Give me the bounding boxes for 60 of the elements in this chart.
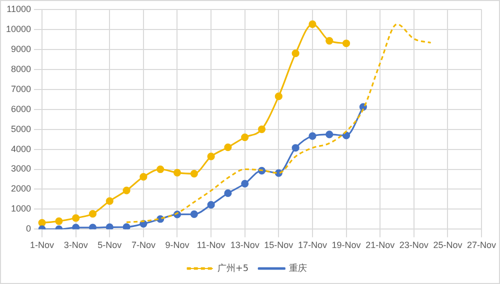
point — [106, 223, 114, 230]
point — [274, 92, 282, 100]
x-tick-label: 13-Nov — [230, 240, 260, 250]
y-tick-label: 3000 — [10, 164, 32, 174]
point — [72, 214, 80, 222]
y-tick-label: 0 — [26, 224, 32, 234]
y-tick-label: 5000 — [10, 124, 32, 134]
point — [156, 165, 164, 174]
x-tick-label: 23-Nov — [399, 240, 429, 250]
point — [308, 20, 316, 28]
y-tick-label: 6000 — [10, 104, 32, 114]
y-tick-label: 4000 — [10, 144, 32, 154]
y-tick-label: 10000 — [6, 24, 32, 34]
x-tick-label: 9-Nov — [165, 240, 190, 250]
x-tick-label: 17-Nov — [298, 240, 328, 250]
point — [88, 210, 97, 218]
legend-label: 重庆 — [289, 262, 308, 274]
y-tick-label: 8000 — [10, 64, 32, 74]
point — [241, 133, 249, 142]
point — [38, 219, 46, 227]
y-tick-label: 1000 — [10, 204, 32, 214]
point — [308, 132, 316, 140]
point — [258, 125, 266, 134]
x-tick-label: 15-Nov — [264, 240, 294, 250]
x-tick-label: 25-Nov — [433, 240, 463, 250]
point — [88, 224, 97, 230]
point — [292, 50, 300, 58]
point — [241, 180, 249, 188]
x-tick-label: 27-Nov — [466, 240, 496, 250]
y-tick-label: 2000 — [10, 184, 32, 194]
point — [173, 168, 182, 176]
point — [72, 224, 80, 230]
x-tick-label: 11-Nov — [196, 240, 226, 250]
point — [55, 217, 63, 226]
point — [224, 143, 232, 152]
point — [140, 173, 148, 181]
y-tick-label: 9000 — [10, 44, 32, 54]
x-tick-label: 19-Nov — [332, 240, 362, 250]
point — [122, 223, 130, 230]
y-tick-label: 11000 — [6, 4, 32, 14]
point — [122, 186, 130, 194]
point — [106, 197, 114, 205]
point — [190, 210, 198, 218]
point — [190, 170, 198, 178]
x-tick-label: 5-Nov — [98, 240, 122, 250]
point — [342, 132, 350, 140]
y-tick-label: 7000 — [10, 84, 32, 94]
x-tick-label: 7-Nov — [131, 240, 156, 250]
x-tick-label: 3-Nov — [64, 240, 88, 250]
point — [207, 201, 215, 209]
point — [326, 130, 334, 138]
legend-label: 广州+5 — [217, 262, 249, 274]
point — [224, 189, 232, 198]
point — [207, 152, 215, 160]
x-tick-label: 1-Nov — [30, 240, 55, 250]
point — [326, 36, 334, 45]
x-tick-label: 21-Nov — [366, 240, 396, 250]
point — [140, 220, 148, 228]
point — [292, 144, 300, 152]
point — [342, 40, 350, 48]
